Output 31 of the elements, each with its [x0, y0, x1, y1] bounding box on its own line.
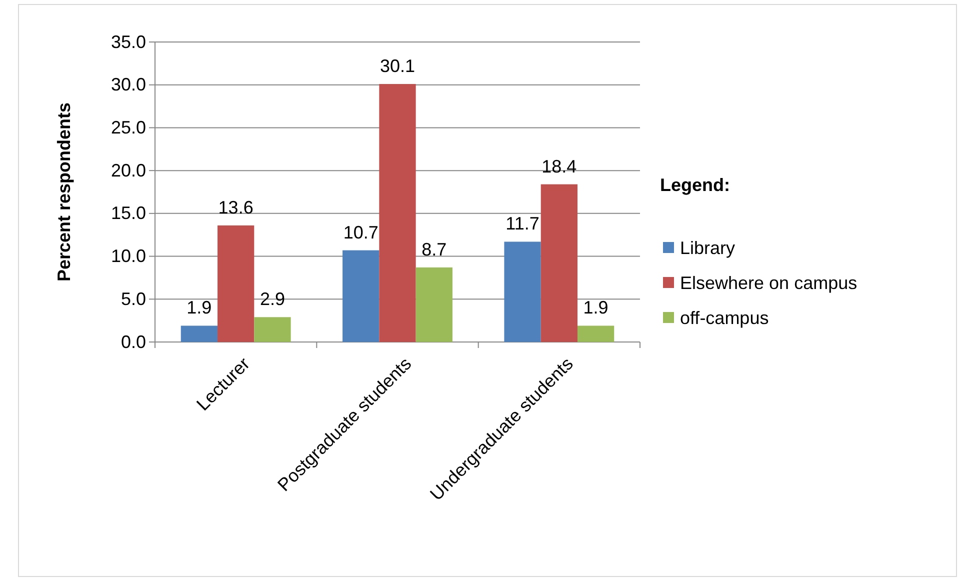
data-label: 11.7	[506, 214, 540, 234]
bar	[504, 242, 541, 342]
data-label: 8.7	[422, 239, 447, 260]
data-label: 1.9	[186, 298, 212, 318]
bar	[379, 84, 416, 342]
data-label: 2.9	[260, 289, 285, 310]
y-tick-label: 35.0	[110, 32, 146, 52]
y-tick-label: 10.0	[110, 246, 146, 266]
bar	[218, 225, 254, 342]
y-tick-label: 20.0	[110, 160, 146, 180]
bar	[254, 317, 291, 342]
bar	[342, 250, 380, 342]
data-label: 10.7	[343, 222, 378, 242]
bar	[577, 326, 614, 342]
legend-label: Library	[680, 238, 736, 258]
y-tick-label: 0.0	[120, 332, 146, 352]
data-label: 13.6	[218, 197, 254, 218]
y-tick-label: 25.0	[110, 117, 146, 138]
data-label: 18.4	[542, 156, 577, 176]
legend-label: off-campus	[680, 308, 769, 328]
y-tick-label: 30.0	[110, 74, 146, 95]
y-axis-title: Percent respondents	[54, 102, 74, 282]
data-label: 30.1	[380, 56, 416, 76]
y-tick-label: 15.0	[110, 203, 146, 224]
bar	[540, 184, 578, 342]
bar	[416, 267, 452, 342]
y-tick-label: 5.0	[120, 288, 146, 309]
legend-label: Elsewhere on campus	[680, 273, 858, 293]
legend-title: Legend:	[660, 175, 730, 195]
bar	[180, 326, 218, 342]
data-label: 1.9	[583, 298, 608, 318]
